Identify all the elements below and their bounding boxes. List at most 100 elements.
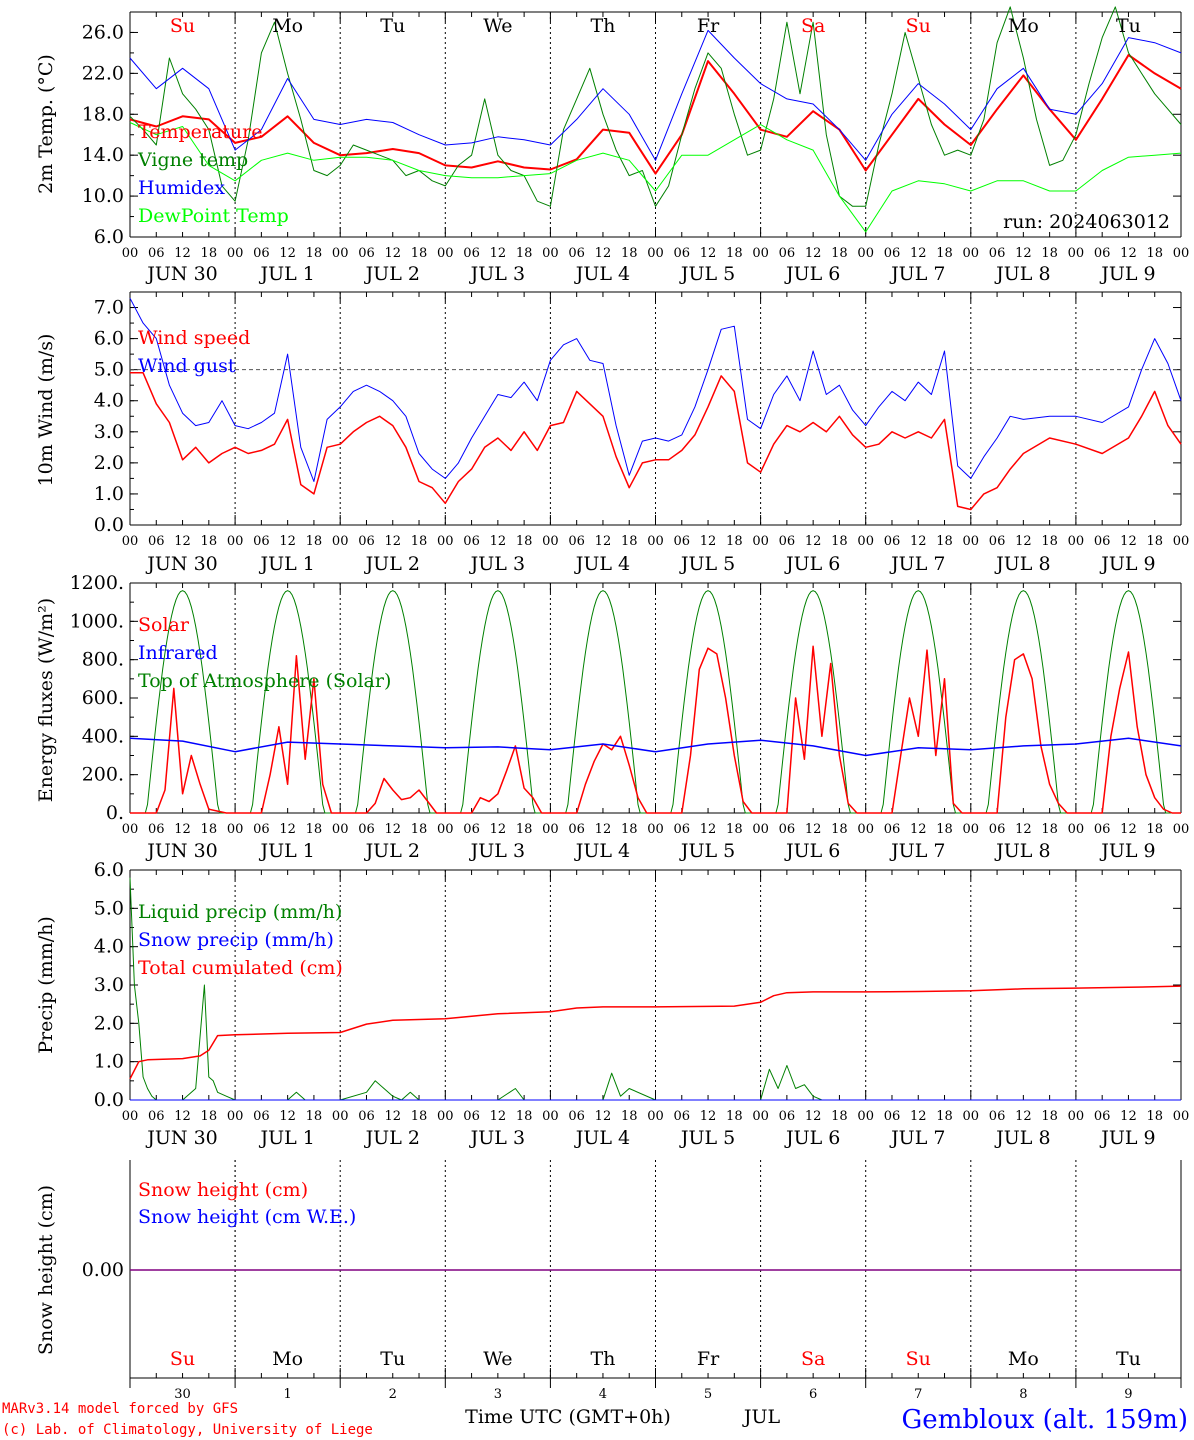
date-label: JUN 30 <box>145 263 217 285</box>
x-tick-label: 12 <box>910 1109 927 1124</box>
x-tick-label: 06 <box>358 246 375 261</box>
x-tick-label: 18 <box>306 1109 323 1124</box>
x-tick-label: 18 <box>726 246 743 261</box>
y-tick-label: 6.0 <box>94 226 124 248</box>
day-number: 1 <box>284 1387 292 1402</box>
x-tick-label: 06 <box>884 822 901 837</box>
x-tick-label: 00 <box>752 1109 769 1124</box>
x-tick-label: 00 <box>542 822 559 837</box>
x-tick-label: 12 <box>384 534 401 549</box>
y-tick-label: 0.0 <box>94 514 124 536</box>
x-tick-label: 18 <box>726 822 743 837</box>
x-tick-label: 12 <box>1015 1109 1032 1124</box>
weekday-label: Su <box>170 15 195 37</box>
x-tick-label: 06 <box>674 246 691 261</box>
y-axis-label: Energy fluxes (W/m²) <box>35 598 57 802</box>
x-tick-label: 00 <box>332 1109 349 1124</box>
series-line-dewpoint-temp <box>129 122 1182 233</box>
x-tick-label: 12 <box>174 534 191 549</box>
y-tick-label: 4.0 <box>94 390 124 412</box>
x-tick-label: 06 <box>779 1109 796 1124</box>
x-tick-label: 18 <box>306 534 323 549</box>
x-tick-label: 12 <box>279 534 296 549</box>
date-label: JUL 1 <box>258 840 314 862</box>
date-label: JUL 2 <box>364 553 420 575</box>
x-tick-label: 06 <box>1094 246 1111 261</box>
lab-credit: (c) Lab. of Climatology, University of L… <box>2 1422 373 1438</box>
x-tick-label: 00 <box>1068 822 1085 837</box>
x-tick-label: 18 <box>1041 246 1058 261</box>
y-tick-label: 3.0 <box>94 974 124 996</box>
x-tick-label: 18 <box>1146 246 1163 261</box>
x-tick-label: 12 <box>384 822 401 837</box>
x-tick-label: 00 <box>437 534 454 549</box>
x-tick-label: 18 <box>831 246 848 261</box>
x-tick-label: 12 <box>700 246 717 261</box>
weekday-label: Mo <box>1008 1348 1039 1370</box>
x-tick-label: 12 <box>1015 246 1032 261</box>
x-tick-label: 06 <box>779 822 796 837</box>
series-line-humidex <box>129 29 1182 161</box>
x-tick-label: 12 <box>595 1109 612 1124</box>
x-tick-label: 12 <box>279 246 296 261</box>
date-label: JUL 5 <box>679 1127 735 1149</box>
legend-entry: Vigne temp <box>137 149 248 171</box>
x-tick-label: 00 <box>752 246 769 261</box>
x-tick-label: 00 <box>857 1109 874 1124</box>
day-number: 9 <box>1124 1387 1132 1402</box>
x-tick-label: 00 <box>752 822 769 837</box>
x-tick-label: 06 <box>463 1109 480 1124</box>
x-tick-label: 00 <box>963 822 980 837</box>
x-tick-label: 18 <box>201 1109 218 1124</box>
x-tick-label: 12 <box>490 1109 507 1124</box>
x-tick-label: 00 <box>647 822 664 837</box>
x-tick-label: 00 <box>963 1109 980 1124</box>
x-tick-label: 18 <box>516 246 533 261</box>
x-tick-label: 12 <box>805 1109 822 1124</box>
x-tick-label: 12 <box>384 1109 401 1124</box>
x-tick-label: 00 <box>1173 534 1190 549</box>
series-line-temperature <box>129 54 1182 175</box>
x-tick-label: 00 <box>437 822 454 837</box>
x-tick-label: 06 <box>884 1109 901 1124</box>
x-tick-label: 12 <box>384 246 401 261</box>
series-line-total-cumulated-cm <box>129 985 1182 1080</box>
legend-entry: Wind speed <box>138 327 250 349</box>
y-tick-label: 5.0 <box>94 897 124 919</box>
x-tick-label: 06 <box>148 1109 165 1124</box>
y-tick-label: 0.0 <box>94 1089 124 1111</box>
day-number: 6 <box>809 1387 817 1402</box>
y-tick-label: 600. <box>82 687 124 709</box>
weekday-label: Su <box>906 1348 931 1370</box>
date-label: JUL 7 <box>889 1127 945 1149</box>
weekday-label: Fr <box>697 1348 720 1370</box>
x-tick-label: 00 <box>1173 822 1190 837</box>
date-label: JUL 9 <box>1099 1127 1155 1149</box>
x-tick-label: 12 <box>910 534 927 549</box>
x-tick-label: 06 <box>568 1109 585 1124</box>
date-label: JUL 7 <box>889 840 945 862</box>
date-label: JUL 1 <box>258 1127 314 1149</box>
x-tick-label: 06 <box>253 822 270 837</box>
day-number: 5 <box>704 1387 712 1402</box>
x-tick-label: 06 <box>358 1109 375 1124</box>
weekday-label: Th <box>590 1348 615 1370</box>
date-label: JUL 9 <box>1099 263 1155 285</box>
legend-entry: Snow height (cm) <box>138 1179 308 1201</box>
weekday-label: Tu <box>380 1348 405 1370</box>
day-number: 4 <box>599 1387 607 1402</box>
legend-entry: Snow precip (mm/h) <box>138 929 334 951</box>
date-label: JUL 2 <box>364 840 420 862</box>
x-tick-label: 12 <box>1015 822 1032 837</box>
x-tick-label: 12 <box>595 246 612 261</box>
date-label: JUL 9 <box>1099 553 1155 575</box>
x-tick-label: 00 <box>1068 534 1085 549</box>
station-label: Gembloux (alt. 159m) <box>902 1405 1188 1435</box>
time-axis-label: Time UTC (GMT+0h) <box>465 1406 671 1428</box>
x-tick-label: 18 <box>516 822 533 837</box>
x-tick-label: 06 <box>148 822 165 837</box>
weekday-label: Su <box>170 1348 195 1370</box>
date-label: JUL 6 <box>784 263 840 285</box>
date-label: JUL 4 <box>574 263 630 285</box>
date-label: JUL 3 <box>469 840 525 862</box>
